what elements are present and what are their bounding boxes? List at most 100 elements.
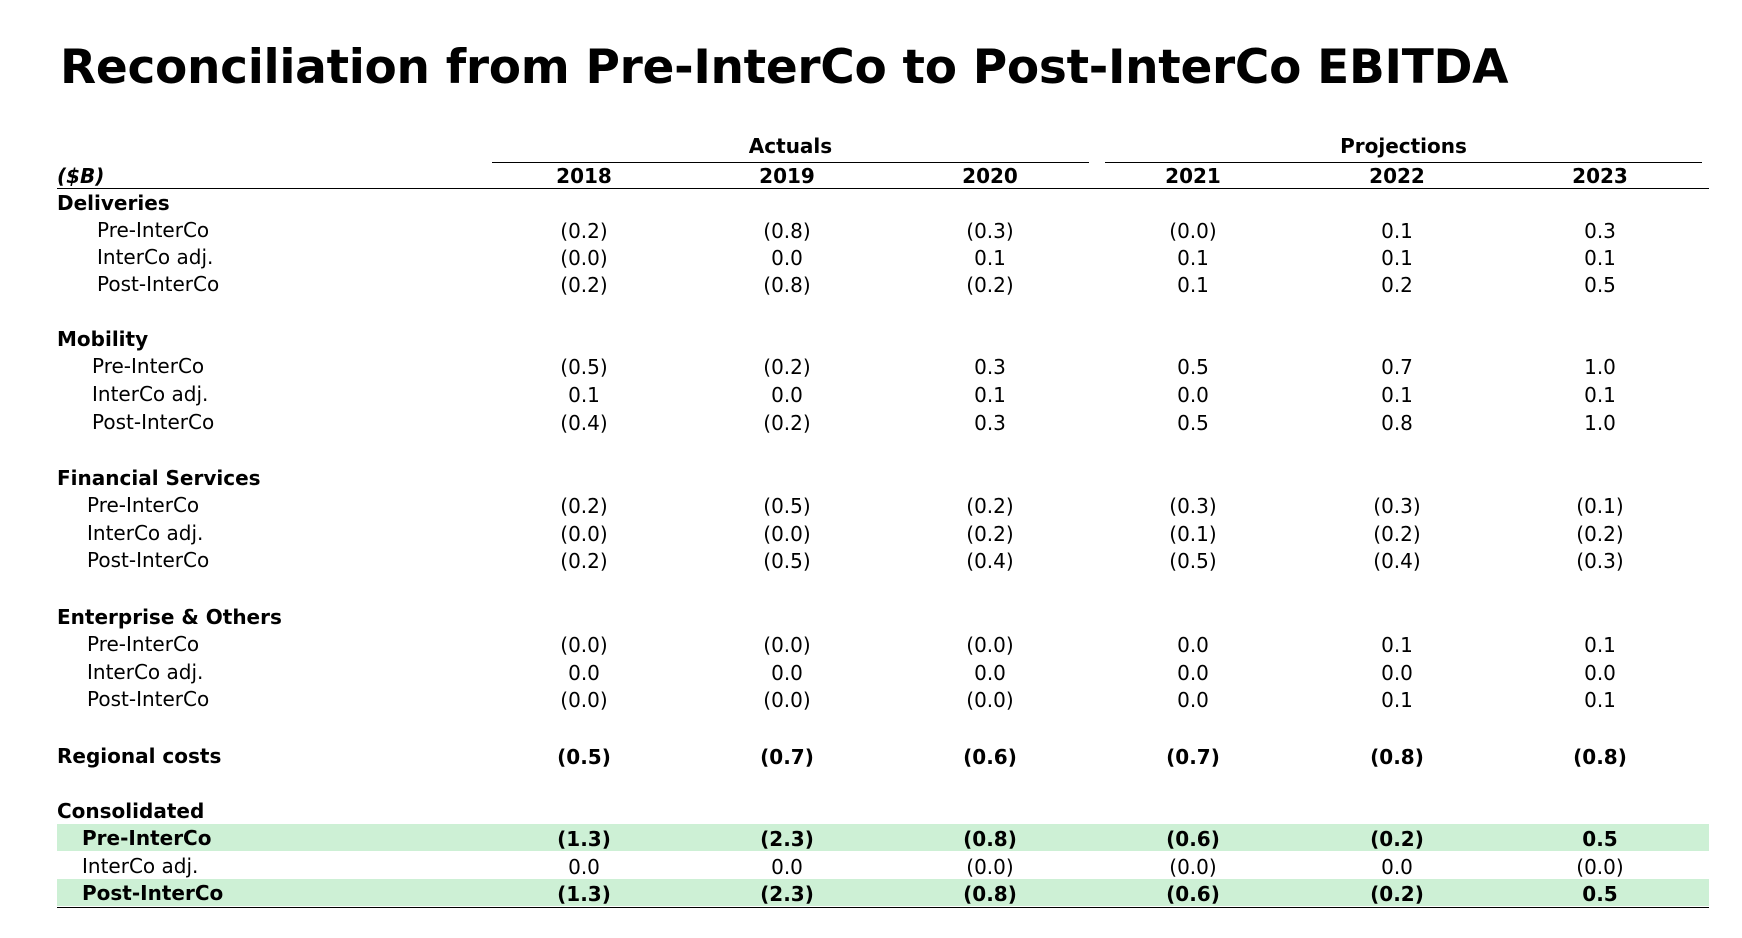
cell-2021: 0.0 (1177, 661, 1209, 685)
year-2021: 2021 (1165, 164, 1221, 188)
cell-2018: (0.2) (560, 549, 608, 573)
cell-2018: 0.0 (568, 855, 600, 879)
row-label: Post-InterCo (82, 881, 224, 905)
cell-2021: 0.1 (1177, 273, 1209, 297)
cell-2020: (0.0) (966, 633, 1014, 657)
cell-2020: (0.6) (963, 745, 1017, 769)
cell-2020: 0.0 (974, 661, 1006, 685)
cell-2023: (0.3) (1576, 549, 1624, 573)
cell-2019: (0.0) (763, 522, 811, 546)
section-financial-services: Financial Services (57, 464, 1709, 491)
row-label: InterCo adj. (87, 521, 204, 545)
cell-2020: (0.8) (963, 827, 1017, 851)
section-label: Deliveries (57, 191, 170, 215)
cell-2019: (0.0) (763, 633, 811, 657)
cell-2023: 0.1 (1584, 246, 1616, 270)
row-label: Pre-InterCo (87, 493, 200, 517)
cell-2023: 0.1 (1584, 383, 1616, 407)
cell-2020: (0.3) (966, 219, 1014, 243)
cell-2023: 1.0 (1584, 355, 1616, 379)
cell-2019: (0.2) (763, 411, 811, 435)
cell-2021: (0.7) (1166, 745, 1220, 769)
cell-2022: (0.2) (1373, 522, 1421, 546)
cell-2021: (0.1) (1169, 522, 1217, 546)
row-label: Pre-InterCo (97, 218, 210, 242)
section-label: Consolidated (57, 799, 205, 823)
group-header-projections: Projections (1105, 134, 1702, 163)
year-2018: 2018 (556, 164, 612, 188)
cell-2023: 0.3 (1584, 219, 1616, 243)
row-label: Pre-InterCo (87, 632, 200, 656)
cell-2019: 0.0 (771, 246, 803, 270)
cell-2020: (0.2) (966, 494, 1014, 518)
cell-2018: (0.4) (560, 411, 608, 435)
cell-2022: (0.2) (1370, 827, 1424, 851)
row-label: Pre-InterCo (92, 354, 205, 378)
cell-2019: (0.5) (763, 494, 811, 518)
cell-2020: (0.2) (966, 273, 1014, 297)
cell-2019: 0.0 (771, 383, 803, 407)
cell-2020: 0.1 (974, 246, 1006, 270)
cell-2020: 0.3 (974, 411, 1006, 435)
row-label: Post-InterCo (97, 272, 220, 296)
cell-2021: (0.0) (1169, 855, 1217, 879)
cell-2022: 0.0 (1381, 661, 1413, 685)
table-row: InterCo adj. (0.0) (0.0) (0.2) (0.1) (0.… (57, 519, 1709, 546)
group-header-actuals: Actuals (492, 134, 1089, 163)
table-row: InterCo adj. 0.1 0.0 0.1 0.0 0.1 0.1 (57, 380, 1709, 407)
cell-2018: (0.2) (560, 219, 608, 243)
table-row: Pre-InterCo (0.2) (0.8) (0.3) (0.0) 0.1 … (57, 216, 1709, 243)
cell-2018: (0.5) (557, 745, 611, 769)
cell-2022: 0.1 (1381, 219, 1413, 243)
cell-2018: 0.1 (568, 383, 600, 407)
cell-2020: (0.8) (963, 882, 1017, 906)
section-label: Financial Services (57, 466, 261, 490)
consolidated-post-interco-row: Post-InterCo (1.3) (2.3) (0.8) (0.6) (0.… (57, 879, 1709, 906)
cell-2022: 0.1 (1381, 383, 1413, 407)
row-label: Pre-InterCo (82, 826, 212, 850)
row-label: Post-InterCo (87, 687, 210, 711)
cell-2021: 0.5 (1177, 411, 1209, 435)
section-mobility: Mobility (57, 325, 1709, 352)
row-label: InterCo adj. (97, 245, 214, 269)
cell-2023: 0.0 (1584, 661, 1616, 685)
cell-2023: (0.0) (1576, 855, 1624, 879)
cell-2019: (0.8) (763, 219, 811, 243)
row-label: Post-InterCo (87, 548, 210, 572)
table-row: Pre-InterCo (0.5) (0.2) 0.3 0.5 0.7 1.0 (57, 352, 1709, 379)
table-row: Post-InterCo (0.4) (0.2) 0.3 0.5 0.8 1.0 (57, 408, 1709, 435)
regional-costs-row: Regional costs (0.5) (0.7) (0.6) (0.7) (… (57, 742, 1709, 769)
table-row: Post-InterCo (0.2) (0.5) (0.4) (0.5) (0.… (57, 546, 1709, 573)
year-2022: 2022 (1369, 164, 1425, 188)
cell-2021: (0.6) (1166, 827, 1220, 851)
cell-2023: 0.1 (1584, 688, 1616, 712)
cell-2022: 0.1 (1381, 633, 1413, 657)
cell-2019: (0.2) (763, 355, 811, 379)
cell-2020: (0.2) (966, 522, 1014, 546)
table-bottom-rule (57, 907, 1709, 908)
cell-2020: 0.3 (974, 355, 1006, 379)
cell-2019: (0.7) (760, 745, 814, 769)
section-label: Enterprise & Others (57, 605, 282, 629)
cell-2018: (0.5) (560, 355, 608, 379)
cell-2021: (0.5) (1169, 549, 1217, 573)
cell-2023: 1.0 (1584, 411, 1616, 435)
cell-2020: (0.0) (966, 688, 1014, 712)
cell-2018: (0.0) (560, 633, 608, 657)
section-enterprise-others: Enterprise & Others (57, 603, 1709, 630)
table-row: Pre-InterCo (0.0) (0.0) (0.0) 0.0 0.1 0.… (57, 630, 1709, 657)
consolidated-pre-interco-row: Pre-InterCo (1.3) (2.3) (0.8) (0.6) (0.2… (57, 824, 1709, 851)
row-label: InterCo adj. (82, 854, 199, 878)
cell-2021: 0.0 (1177, 688, 1209, 712)
cell-2022: 0.7 (1381, 355, 1413, 379)
cell-2019: (0.8) (763, 273, 811, 297)
cell-2019: (2.3) (760, 882, 814, 906)
cell-2019: 0.0 (771, 855, 803, 879)
cell-2019: (2.3) (760, 827, 814, 851)
cell-2022: 0.8 (1381, 411, 1413, 435)
cell-2019: 0.0 (771, 661, 803, 685)
cell-2023: 0.5 (1584, 273, 1616, 297)
cell-2019: (0.0) (763, 688, 811, 712)
row-label: Post-InterCo (92, 410, 215, 434)
table-row: InterCo adj. 0.0 0.0 0.0 0.0 0.0 0.0 (57, 658, 1709, 685)
